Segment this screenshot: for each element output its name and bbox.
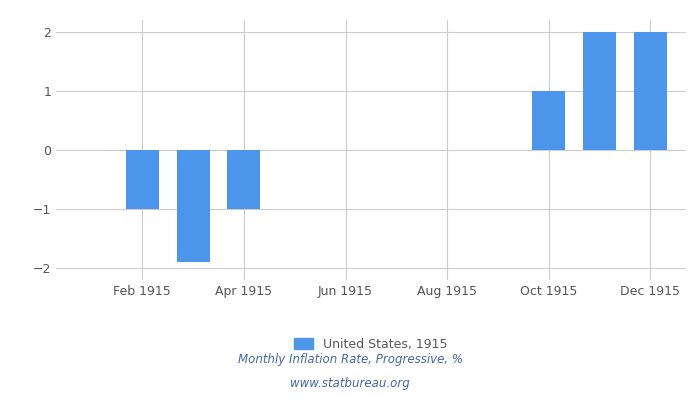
Bar — [228, 150, 260, 209]
Bar — [126, 150, 159, 209]
Bar — [583, 32, 616, 150]
Bar — [176, 150, 210, 262]
Text: Monthly Inflation Rate, Progressive, %: Monthly Inflation Rate, Progressive, % — [237, 354, 463, 366]
Bar — [634, 32, 667, 150]
Text: www.statbureau.org: www.statbureau.org — [290, 378, 410, 390]
Bar — [532, 91, 566, 150]
Legend: United States, 1915: United States, 1915 — [289, 333, 453, 356]
